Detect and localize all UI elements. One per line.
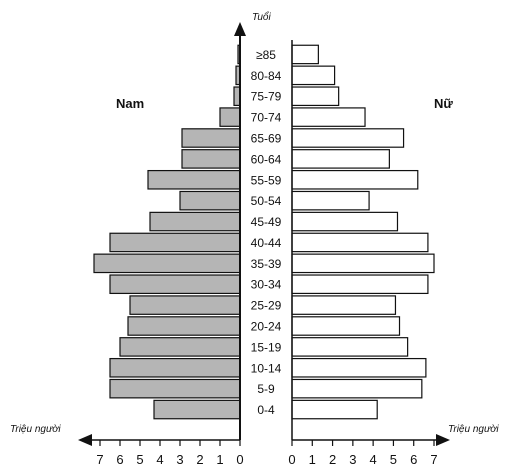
bar-female-40-44 xyxy=(291,232,429,253)
series-label-female: Nữ xyxy=(434,96,453,111)
x-axis-right-arrow xyxy=(436,434,450,446)
bar-male-15-19 xyxy=(119,337,241,357)
age-label-80-84: 80-84 xyxy=(251,69,282,83)
tick-label-left-2: 2 xyxy=(196,452,203,467)
tick-label-left-4: 4 xyxy=(156,452,163,467)
tick-label-left-0: 0 xyxy=(236,452,243,467)
age-label-15-19: 15-19 xyxy=(251,340,282,354)
x-axis-label-left: Triệu người xyxy=(10,424,61,435)
bar-female-60-64 xyxy=(291,149,390,169)
bar-female-25-29 xyxy=(291,295,397,315)
age-label-65-69: 65-69 xyxy=(251,132,282,146)
tick-label-right-6: 6 xyxy=(410,452,417,467)
bar-male-65-69 xyxy=(181,128,241,148)
x-axis-left xyxy=(78,434,240,446)
y-axis-label: Tuổi xyxy=(252,11,271,23)
bar-male-10-14 xyxy=(109,357,241,378)
age-label-≥85: ≥85 xyxy=(256,48,276,62)
tick-label-left-3: 3 xyxy=(176,452,183,467)
male-bars xyxy=(93,44,241,420)
age-label-60-64: 60-64 xyxy=(251,152,282,166)
bar-male-40-44 xyxy=(109,232,241,253)
bar-male-25-29 xyxy=(129,295,241,315)
x-axis-right xyxy=(292,434,450,446)
bar-female-0-4 xyxy=(291,399,378,420)
bar-female-70-74 xyxy=(291,107,366,127)
tick-label-right-2: 2 xyxy=(329,452,336,467)
tick-label-left-5: 5 xyxy=(136,452,143,467)
bar-female-15-19 xyxy=(291,337,409,357)
bar-male-20-24 xyxy=(127,316,241,336)
bar-female-30-34 xyxy=(291,274,429,295)
bar-male-30-34 xyxy=(109,274,241,295)
bar-female-45-49 xyxy=(291,211,399,232)
age-label-35-39: 35-39 xyxy=(251,257,282,271)
age-label-10-14: 10-14 xyxy=(251,361,282,375)
age-label-55-59: 55-59 xyxy=(251,173,282,187)
bar-female-50-54 xyxy=(291,190,370,211)
age-label-50-54: 50-54 xyxy=(251,194,282,208)
tick-label-left-7: 7 xyxy=(96,452,103,467)
tick-label-right-1: 1 xyxy=(309,452,316,467)
bar-female-10-14 xyxy=(291,357,427,378)
bar-female-5-9 xyxy=(291,378,423,399)
tick-label-right-4: 4 xyxy=(370,452,377,467)
tick-label-right-0: 0 xyxy=(288,452,295,467)
bar-male-50-54 xyxy=(179,190,241,211)
x-axis-label-right: Triệu người xyxy=(448,424,499,435)
bar-female-80-84 xyxy=(291,65,336,86)
age-label-45-49: 45-49 xyxy=(251,215,282,229)
age-label-25-29: 25-29 xyxy=(251,299,282,313)
bar-male-45-49 xyxy=(149,211,241,232)
tick-label-left-1: 1 xyxy=(216,452,223,467)
age-group-labels: 0-4 5-9 10-14 15-19 20-24 25-29 30-34 35-39 40-4… xyxy=(251,48,282,417)
bar-female-55-59 xyxy=(291,169,419,190)
age-label-75-79: 75-79 xyxy=(251,90,282,104)
bar-male-70-74 xyxy=(219,107,241,127)
bar-female-≥85 xyxy=(291,44,319,65)
bar-male-0-4 xyxy=(153,399,241,420)
tick-label-right-3: 3 xyxy=(349,452,356,467)
bar-male-35-39 xyxy=(93,253,241,274)
series-label-male: Nam xyxy=(116,96,144,111)
age-label-40-44: 40-44 xyxy=(251,236,282,250)
age-label-0-4: 0-4 xyxy=(257,403,275,417)
bar-female-20-24 xyxy=(291,316,401,336)
bar-female-35-39 xyxy=(291,253,435,274)
age-label-20-24: 20-24 xyxy=(251,320,282,334)
x-axis-left-arrow xyxy=(78,434,92,446)
bar-male-60-64 xyxy=(181,149,241,169)
y-axis-arrow xyxy=(234,22,246,36)
bar-male-5-9 xyxy=(109,378,241,399)
tick-label-right-7: 7 xyxy=(430,452,437,467)
age-label-5-9: 5-9 xyxy=(257,382,275,396)
bar-female-75-79 xyxy=(291,86,340,107)
tick-label-left-6: 6 xyxy=(116,452,123,467)
age-label-30-34: 30-34 xyxy=(251,278,282,292)
tick-label-right-5: 5 xyxy=(390,452,397,467)
bar-female-65-69 xyxy=(291,128,405,148)
age-label-70-74: 70-74 xyxy=(251,111,282,125)
female-bars xyxy=(291,40,435,440)
bar-male-55-59 xyxy=(147,169,241,190)
